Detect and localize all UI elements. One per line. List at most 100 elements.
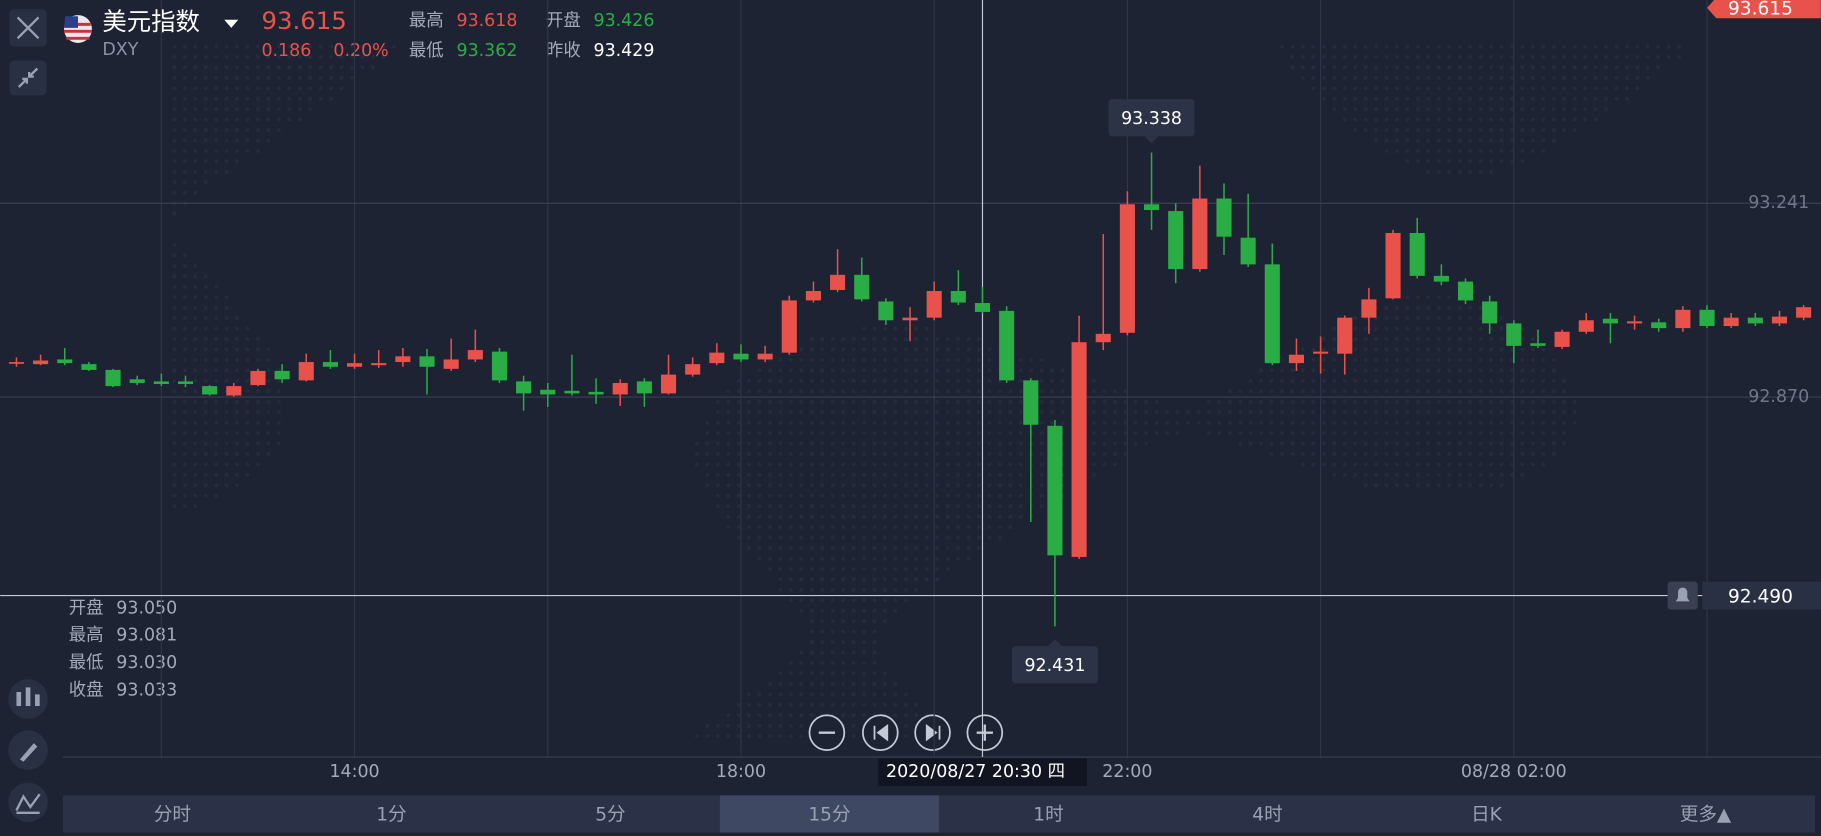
map-dot <box>862 702 866 707</box>
instrument-name[interactable]: 美元指数 <box>102 7 199 36</box>
map-dot <box>924 577 929 582</box>
candle-body <box>8 362 24 364</box>
map-dot <box>851 347 856 352</box>
map-dot <box>726 420 731 425</box>
map-dot <box>715 723 720 728</box>
map-dot <box>1436 86 1441 91</box>
map-dot <box>1551 420 1556 425</box>
map-dot <box>214 420 219 425</box>
map-dot <box>1499 410 1504 415</box>
map-dot <box>1363 75 1368 80</box>
map-dot <box>1290 55 1295 59</box>
map-dot <box>841 378 846 383</box>
map-dot <box>297 65 302 70</box>
candle-body <box>781 300 797 353</box>
map-dot <box>736 410 741 415</box>
map-dot <box>757 473 762 477</box>
map-dot <box>1353 410 1358 415</box>
candle-body <box>999 310 1015 381</box>
map-dot <box>203 180 208 185</box>
map-dot <box>1311 65 1316 70</box>
map-dot <box>182 190 187 195</box>
map-dot <box>914 587 919 592</box>
map-dot <box>245 326 250 331</box>
map-dot <box>872 337 877 341</box>
map-dot <box>1321 399 1326 404</box>
map-dot <box>924 556 929 561</box>
map-dot <box>1332 399 1337 404</box>
map-dot <box>1332 55 1337 59</box>
map-dot <box>862 431 866 435</box>
map-dot <box>757 734 762 739</box>
map-dot <box>914 514 919 519</box>
candle-body <box>636 381 652 394</box>
map-dot <box>945 483 950 488</box>
map-dot <box>747 493 751 498</box>
map-dot <box>736 702 741 707</box>
alert-label-bg <box>1702 581 1821 610</box>
map-dot <box>308 96 313 101</box>
map-dot <box>297 96 302 101</box>
map-dot <box>193 96 198 101</box>
map-dot <box>736 389 741 394</box>
map-dot <box>1436 75 1441 80</box>
map-dot <box>1520 347 1525 352</box>
map-dot <box>224 117 229 122</box>
map-dot <box>1405 337 1410 341</box>
map-dot <box>736 473 741 477</box>
candle-body <box>733 353 749 360</box>
map-dot <box>1269 452 1274 456</box>
map-dot <box>1468 159 1473 164</box>
tab[interactable] <box>719 795 939 833</box>
map-dot <box>1227 420 1232 425</box>
map-dot <box>1301 399 1305 404</box>
map-dot <box>1395 389 1399 394</box>
map-dot <box>1280 452 1284 456</box>
map-dot <box>820 546 825 550</box>
end-icon <box>925 723 941 742</box>
map-dot <box>924 567 929 571</box>
map-dot <box>1499 452 1504 456</box>
map-dot <box>1332 368 1337 373</box>
map-dot <box>1499 96 1504 101</box>
map-dot <box>851 525 856 530</box>
map-dot <box>245 441 250 446</box>
map-dot <box>945 452 950 456</box>
map-dot <box>1311 431 1316 435</box>
map-dot <box>318 96 323 101</box>
map-dot <box>945 504 950 509</box>
map-dot <box>883 577 887 582</box>
map-dot <box>1405 399 1410 404</box>
map-dot <box>1259 399 1264 404</box>
map-dot <box>883 420 887 425</box>
map-dot <box>224 159 229 164</box>
map-dot <box>872 368 877 373</box>
map-dot <box>203 368 208 373</box>
map-dot <box>235 337 239 341</box>
map-dot <box>1060 368 1065 373</box>
map-dot <box>1478 305 1483 310</box>
map-dot <box>851 587 856 592</box>
map-dot <box>172 493 177 498</box>
map-dot <box>235 326 239 331</box>
map-dot <box>287 55 292 59</box>
map-dot <box>841 577 846 582</box>
map-dot <box>1635 86 1640 91</box>
dropdown-arrow[interactable] <box>224 19 239 28</box>
map-dot <box>1227 410 1232 415</box>
map-dot <box>872 410 877 415</box>
map-dot <box>1008 410 1013 415</box>
map-dot <box>841 650 846 655</box>
map-dot <box>1008 483 1013 488</box>
map-dot <box>1405 462 1410 467</box>
annotation-label: 92.431 <box>1024 656 1085 676</box>
map-dot <box>1395 305 1399 310</box>
map-dot <box>820 598 825 603</box>
map-dot <box>1551 358 1556 362</box>
map-dot <box>1530 389 1535 394</box>
map-dot <box>1436 378 1441 383</box>
map-dot <box>924 337 929 341</box>
map-dot <box>1102 410 1107 415</box>
map-dot <box>851 535 856 540</box>
map-dot <box>1499 473 1504 477</box>
